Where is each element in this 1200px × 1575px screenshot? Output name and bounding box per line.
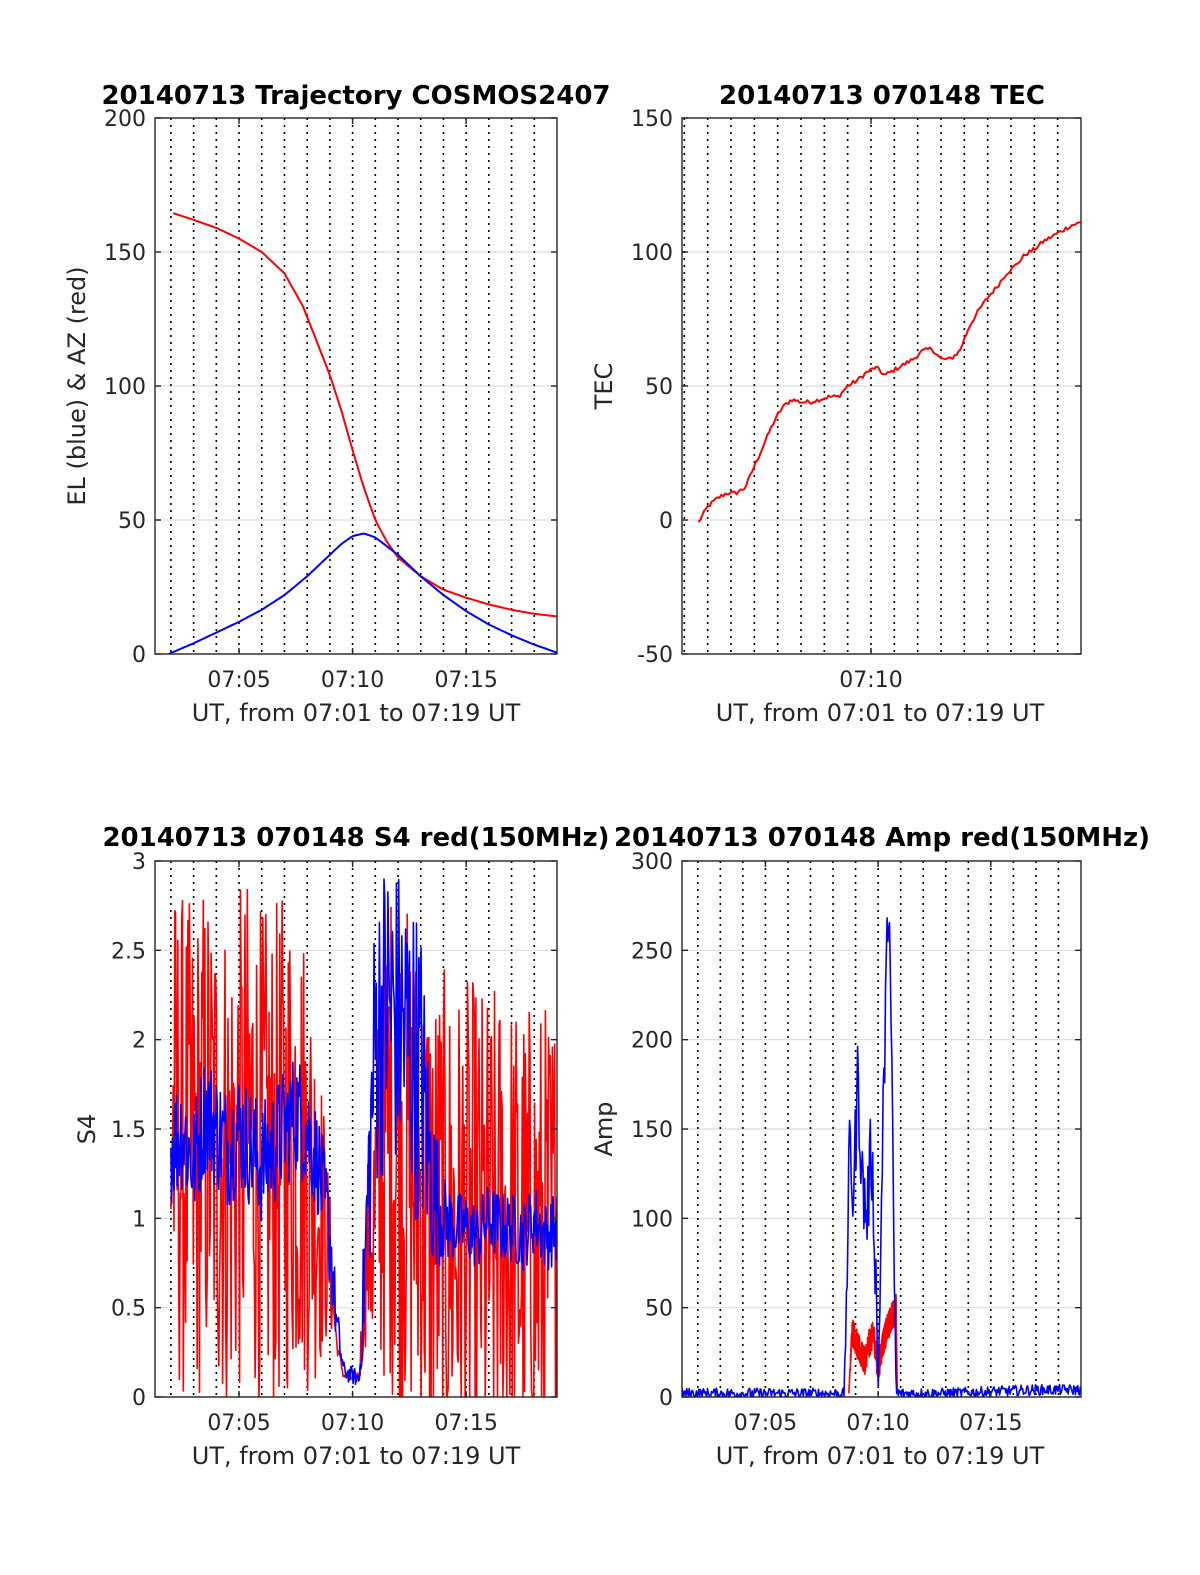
x-tick-label: 07:10: [321, 668, 384, 693]
y-tick-label: 150: [104, 241, 146, 266]
data-series-line: [172, 212, 557, 618]
panel-tec: 20140713 070148 TEC UT, from 07:01 to 07…: [590, 81, 1082, 727]
data-series-line: [682, 917, 1081, 1397]
x-tick-label: 07:10: [321, 1411, 384, 1436]
data-series-line: [170, 878, 557, 1386]
data-series-line: [848, 1293, 899, 1394]
series-group: [170, 878, 557, 1397]
y-tick-label: 2.5: [111, 939, 146, 964]
y-tick-label: 300: [631, 850, 673, 875]
y-tick-label: 100: [104, 375, 146, 400]
chart-title: 20140713 Trajectory COSMOS2407: [101, 81, 610, 111]
y-tick-label: 0: [659, 1386, 673, 1411]
y-tick-label: 200: [104, 107, 146, 132]
y-tick-label: 150: [631, 1118, 673, 1143]
y-tick-label: 50: [645, 1297, 673, 1322]
y-tick-label: 3: [132, 850, 146, 875]
chart-title: 20140713 070148 TEC: [719, 81, 1045, 111]
x-axis-label: UT, from 07:01 to 07:19 UT: [716, 699, 1045, 727]
x-tick-label: 07:10: [846, 1411, 909, 1436]
y-tick-label: 50: [645, 375, 673, 400]
y-tick-label: 1.5: [111, 1118, 146, 1143]
series-group: [682, 917, 1081, 1397]
y-axis-label: TEC: [590, 363, 618, 411]
panel-s4: UT, from 07:01 to 07:19 UT S4 0 0.5 1 1.5 2 2…: [73, 850, 558, 1470]
y-axis-label: Amp: [590, 1101, 618, 1156]
data-series-line: [168, 532, 557, 654]
y-tick-label: -50: [637, 643, 673, 668]
y-tick-label: 250: [631, 939, 673, 964]
series-group: [697, 221, 1081, 523]
x-tick-label: 07:10: [839, 668, 902, 693]
x-tick-label: 07:15: [434, 668, 497, 693]
x-axis-label: UT, from 07:01 to 07:19 UT: [716, 1442, 1045, 1470]
x-axis-label: UT, from 07:01 to 07:19 UT: [192, 699, 521, 727]
y-tick-label: 200: [631, 1029, 673, 1054]
x-tick-label: 07:05: [734, 1411, 797, 1436]
y-axis-label: S4: [73, 1114, 101, 1145]
y-tick-label: 0: [132, 643, 146, 668]
y-axis-label: EL (blue) & AZ (red): [63, 266, 91, 505]
panel-amp: UT, from 07:01 to 07:19 UT Amp 0 50 100 150…: [590, 850, 1082, 1470]
y-tick-label: 2: [132, 1029, 146, 1054]
y-tick-label: 100: [631, 241, 673, 266]
x-tick-label: 07:05: [207, 1411, 270, 1436]
panel-trajectory: 20140713 Trajectory COSMOS2407 UT, from …: [63, 81, 611, 727]
x-tick-label: 07:15: [434, 1411, 497, 1436]
y-tick-label: 0.5: [111, 1297, 146, 1322]
y-tick-label: 100: [631, 1207, 673, 1232]
y-tick-label: 0: [659, 509, 673, 534]
x-tick-label: 07:15: [959, 1411, 1022, 1436]
y-tick-label: 50: [118, 509, 146, 534]
y-tick-label: 150: [631, 107, 673, 132]
x-tick-label: 07:05: [207, 668, 270, 693]
chart-title-amp: 20140713 070148 Amp red(150MHz): [614, 823, 1150, 853]
data-series-line: [697, 221, 1081, 523]
y-tick-label: 1: [132, 1207, 146, 1232]
chart-title-s4: 20140713 070148 S4 red(150MHz): [102, 823, 609, 853]
y-tick-label: 0: [132, 1386, 146, 1411]
series-group: [168, 212, 557, 654]
x-axis-label: UT, from 07:01 to 07:19 UT: [192, 1442, 521, 1470]
